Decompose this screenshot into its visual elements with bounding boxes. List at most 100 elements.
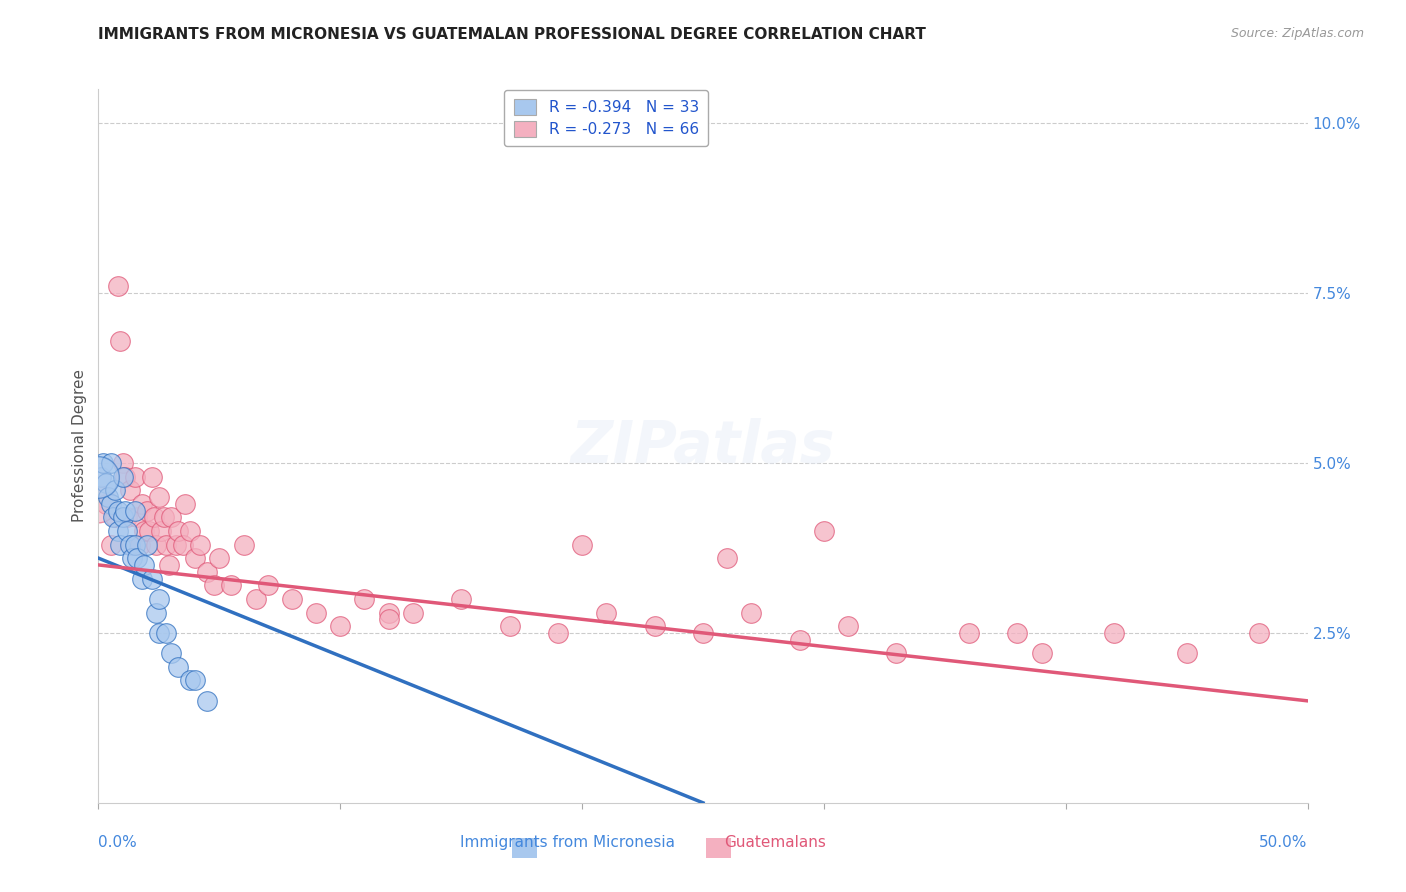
- Point: [148, 490, 170, 504]
- Point: [160, 646, 183, 660]
- Point: [740, 606, 762, 620]
- Point: [114, 469, 136, 483]
- Point: [107, 524, 129, 538]
- Point: [124, 469, 146, 483]
- Point: [107, 279, 129, 293]
- Point: [353, 591, 375, 606]
- Point: [94, 497, 117, 511]
- Point: [135, 537, 157, 551]
- Point: [111, 469, 134, 483]
- Point: [100, 497, 122, 511]
- Point: [256, 578, 278, 592]
- Point: [245, 591, 267, 606]
- Legend: R = -0.394   N = 33, R = -0.273   N = 66: R = -0.394 N = 33, R = -0.273 N = 66: [505, 90, 709, 146]
- Text: Immigrants from Micronesia: Immigrants from Micronesia: [460, 836, 675, 850]
- Point: [813, 524, 835, 538]
- Text: 0.0%: 0.0%: [98, 836, 138, 850]
- Point: [107, 503, 129, 517]
- Point: [167, 660, 190, 674]
- Point: [1031, 646, 1053, 660]
- Point: [174, 497, 197, 511]
- Point: [117, 510, 139, 524]
- Point: [595, 606, 617, 620]
- Point: [644, 619, 666, 633]
- Text: IMMIGRANTS FROM MICRONESIA VS GUATEMALAN PROFESSIONAL DEGREE CORRELATION CHART: IMMIGRANTS FROM MICRONESIA VS GUATEMALAN…: [98, 27, 927, 42]
- Text: ZIPatlas: ZIPatlas: [571, 417, 835, 475]
- Point: [377, 606, 399, 620]
- Point: [87, 469, 110, 483]
- FancyBboxPatch shape: [506, 833, 543, 863]
- Point: [91, 456, 114, 470]
- Point: [111, 510, 134, 524]
- Point: [837, 619, 859, 633]
- Point: [124, 503, 146, 517]
- Point: [157, 558, 180, 572]
- Point: [232, 537, 254, 551]
- Point: [329, 619, 352, 633]
- Point: [134, 524, 156, 538]
- Point: [789, 632, 811, 647]
- Point: [167, 524, 190, 538]
- Point: [450, 591, 472, 606]
- Point: [100, 537, 122, 551]
- Point: [184, 673, 207, 688]
- Point: [117, 524, 139, 538]
- Point: [195, 565, 218, 579]
- Point: [111, 456, 134, 470]
- Point: [1007, 626, 1029, 640]
- Point: [135, 503, 157, 517]
- Point: [1102, 626, 1125, 640]
- Point: [281, 591, 304, 606]
- Point: [118, 537, 141, 551]
- Point: [141, 469, 163, 483]
- Point: [571, 537, 593, 551]
- Point: [957, 626, 980, 640]
- Point: [692, 626, 714, 640]
- FancyBboxPatch shape: [700, 833, 738, 863]
- Point: [716, 551, 738, 566]
- Point: [87, 497, 110, 511]
- Point: [179, 673, 201, 688]
- Point: [100, 456, 122, 470]
- Point: [145, 537, 167, 551]
- Y-axis label: Professional Degree: Professional Degree: [72, 369, 87, 523]
- Text: 50.0%: 50.0%: [1260, 836, 1308, 850]
- Point: [121, 551, 143, 566]
- Point: [104, 483, 127, 498]
- Point: [127, 551, 149, 566]
- Point: [148, 591, 170, 606]
- Point: [90, 469, 112, 483]
- Point: [94, 476, 117, 491]
- Point: [124, 537, 146, 551]
- Point: [184, 551, 207, 566]
- Point: [377, 612, 399, 626]
- Point: [141, 572, 163, 586]
- Point: [148, 626, 170, 640]
- Point: [402, 606, 425, 620]
- Point: [108, 334, 131, 348]
- Point: [204, 578, 226, 592]
- Point: [179, 524, 201, 538]
- Text: Source: ZipAtlas.com: Source: ZipAtlas.com: [1230, 27, 1364, 40]
- Point: [208, 551, 231, 566]
- Point: [1249, 626, 1271, 640]
- Point: [121, 537, 143, 551]
- Point: [155, 626, 177, 640]
- Point: [195, 694, 218, 708]
- Point: [498, 619, 520, 633]
- Text: Guatemalans: Guatemalans: [724, 836, 825, 850]
- Point: [165, 537, 187, 551]
- Point: [886, 646, 908, 660]
- Point: [143, 510, 166, 524]
- Point: [114, 503, 136, 517]
- Point: [1175, 646, 1198, 660]
- Point: [188, 537, 211, 551]
- Point: [160, 510, 183, 524]
- Point: [152, 510, 174, 524]
- Point: [547, 626, 569, 640]
- Point: [128, 537, 150, 551]
- Point: [131, 572, 153, 586]
- Point: [118, 483, 141, 498]
- Point: [138, 524, 160, 538]
- Point: [150, 524, 173, 538]
